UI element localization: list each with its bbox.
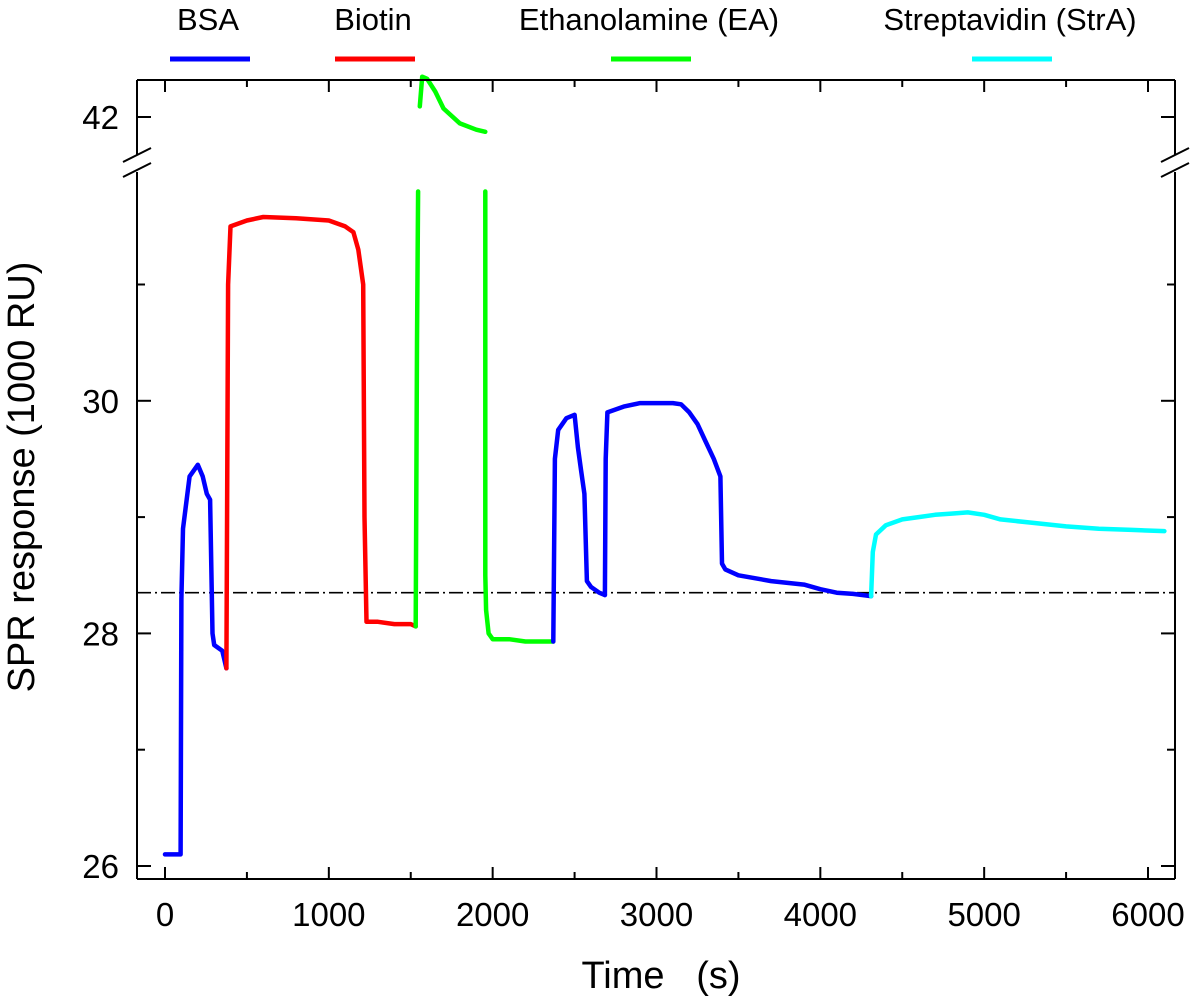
x-axis-title: Time (s): [581, 955, 740, 997]
axis-break-mark-left-b: [122, 162, 152, 178]
series-segment-bsa: [551, 412, 608, 644]
legend: BSA Biotin Ethanolamine (EA) Streptavidin (…: [170, 2, 1137, 62]
series-segment-streptavidin-stra: [868, 510, 1167, 599]
legend-label: Streptavidin (StrA): [883, 2, 1136, 37]
y-tick-label: 28: [82, 615, 119, 652]
axes-layer: 0 1000 2000 3000 4000 5000 6000 26 28 30 42: [82, 79, 1190, 933]
axis-break-mark-left-a: [122, 147, 152, 163]
x-tick-label: 6000: [1111, 896, 1184, 933]
series-layer: [137, 74, 1175, 857]
legend-label: Ethanolamine (EA): [519, 2, 779, 37]
legend-label: Biotin: [334, 2, 412, 37]
y-tick-label: 26: [82, 848, 119, 885]
x-tick-label: 1000: [292, 896, 365, 933]
x-tick-label: 5000: [947, 896, 1020, 933]
series-segment-bsa: [602, 400, 874, 599]
series-segment-bsa: [162, 462, 229, 857]
series-segment-biotin: [224, 214, 418, 671]
axis-break-mark-right-a: [1160, 147, 1190, 163]
series-segment-ethanolamine-ea: [413, 189, 421, 629]
y-tick-label: 30: [82, 383, 119, 420]
x-tick-label: 2000: [456, 896, 529, 933]
series-segment-ethanolamine-ea: [483, 189, 556, 644]
y-tick-label: 42: [82, 99, 119, 136]
series-segment-ethanolamine-ea: [417, 74, 488, 135]
y-axis-title: SPR response (1000 RU): [1, 262, 43, 693]
axis-break-mark-right-b: [1160, 162, 1190, 178]
x-tick-label: 4000: [784, 896, 857, 933]
legend-label: BSA: [177, 2, 239, 37]
x-tick-label: 0: [156, 896, 174, 933]
x-tick-label: 3000: [620, 896, 693, 933]
